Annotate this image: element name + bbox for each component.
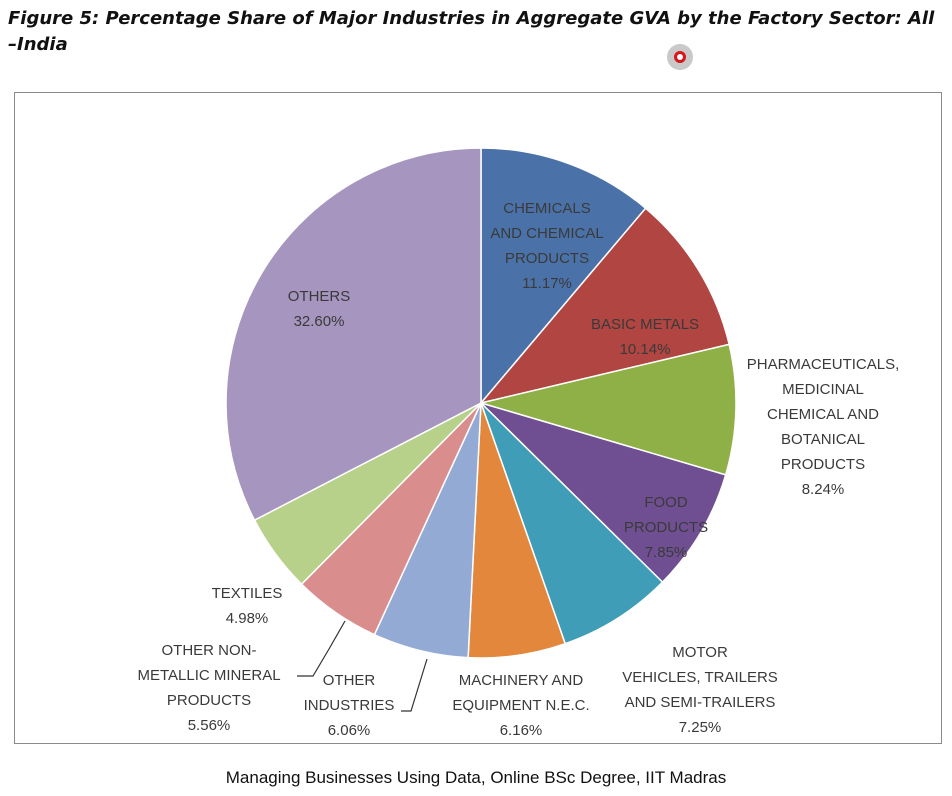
slice-value-label: 4.98%: [226, 610, 269, 627]
slice-value-label: 5.56%: [188, 717, 231, 734]
slice-name-label: PHARMACEUTICALS,: [747, 356, 900, 373]
slice-name-label: OTHER NON-: [162, 642, 257, 659]
slice-name-label: MOTOR: [672, 644, 728, 661]
slice-name-label: CHEMICALS: [503, 200, 591, 217]
slice-value-label: 11.17%: [522, 275, 572, 292]
slice-name-label: OTHER: [323, 672, 376, 689]
record-icon[interactable]: [667, 44, 693, 70]
pie-slice: [478, 343, 737, 476]
slice-label: FOOD PRODUCTS 7.85%: [624, 494, 708, 561]
slice-label: TEXTILES 4.98%: [212, 585, 283, 627]
slice-name-label: OTHERS: [288, 288, 351, 305]
leader-line: [297, 620, 346, 677]
slice-value-label: 7.85%: [645, 544, 688, 561]
slice-name-label: PRODUCTS: [624, 519, 708, 536]
slice-label: OTHER INDUSTRIES 6.06%: [304, 672, 395, 739]
slice-name-label: FOOD: [644, 494, 687, 511]
pie-slice: [480, 402, 664, 645]
slice-name-label: MACHINERY AND: [459, 672, 584, 689]
pie-slice: [225, 147, 482, 522]
slice-label: MACHINERY AND EQUIPMENT N.E.C. 6.16%: [452, 672, 589, 739]
leader-lines: [297, 620, 428, 712]
slice-name-label: AND CHEMICAL: [490, 225, 603, 242]
slice-name-label: BASIC METALS: [591, 316, 699, 333]
slice-name-label: BOTANICAL: [781, 431, 865, 448]
footer-caption: Managing Businesses Using Data, Online B…: [225, 768, 727, 787]
chart-frame: CHEMICALS AND CHEMICAL PRODUCTS 11.17% BASIC…: [14, 92, 942, 744]
slice-label: BASIC METALS 10.14%: [591, 316, 699, 358]
slice-value-label: 7.25%: [679, 719, 722, 736]
slice-value-label: 8.24%: [802, 481, 845, 498]
pie-slice: [480, 402, 727, 584]
slice-name-label: PRODUCTS: [781, 456, 865, 473]
slice-labels: CHEMICALS AND CHEMICAL PRODUCTS 11.17% BASIC…: [137, 200, 899, 739]
figure-title: Figure 5: Percentage Share of Major Indu…: [8, 8, 935, 55]
slice-name-label: PRODUCTS: [167, 692, 251, 709]
record-dot: [674, 51, 686, 63]
slice-name-label: INDUSTRIES: [304, 697, 395, 714]
leader-line: [401, 658, 428, 712]
slice-label: OTHERS 32.60%: [288, 288, 351, 330]
pie-slices: [225, 147, 737, 659]
slice-label: PHARMACEUTICALS, MEDICINAL CHEMICAL AND BOT…: [747, 356, 900, 498]
slice-name-label: PRODUCTS: [505, 250, 589, 267]
pie-slice: [478, 207, 731, 405]
slice-name-label: VEHICLES, TRAILERS: [622, 669, 778, 686]
slice-label: MOTOR VEHICLES, TRAILERS AND SEMI-TRAILERS…: [622, 644, 778, 736]
slice-value-label: 10.14%: [620, 341, 671, 358]
slice-value-label: 6.16%: [500, 722, 543, 739]
slice-name-label: METALLIC MINERAL: [137, 667, 280, 684]
slice-label: CHEMICALS AND CHEMICAL PRODUCTS 11.17%: [490, 200, 603, 292]
slice-name-label: AND SEMI-TRAILERS: [625, 694, 776, 711]
pie-slice: [480, 147, 647, 406]
slice-name-label: EQUIPMENT N.E.C.: [452, 697, 589, 714]
slice-value-label: 6.06%: [328, 722, 371, 739]
slice-name-label: MEDICINAL: [782, 381, 864, 398]
slice-value-label: 32.60%: [294, 313, 345, 330]
slice-name-label: CHEMICAL AND: [767, 406, 879, 423]
slice-label: OTHER NON- METALLIC MINERAL PRODUCTS 5.56%: [137, 642, 280, 734]
pie-chart: CHEMICALS AND CHEMICAL PRODUCTS 11.17% BASIC…: [137, 147, 899, 739]
slice-name-label: TEXTILES: [212, 585, 283, 602]
